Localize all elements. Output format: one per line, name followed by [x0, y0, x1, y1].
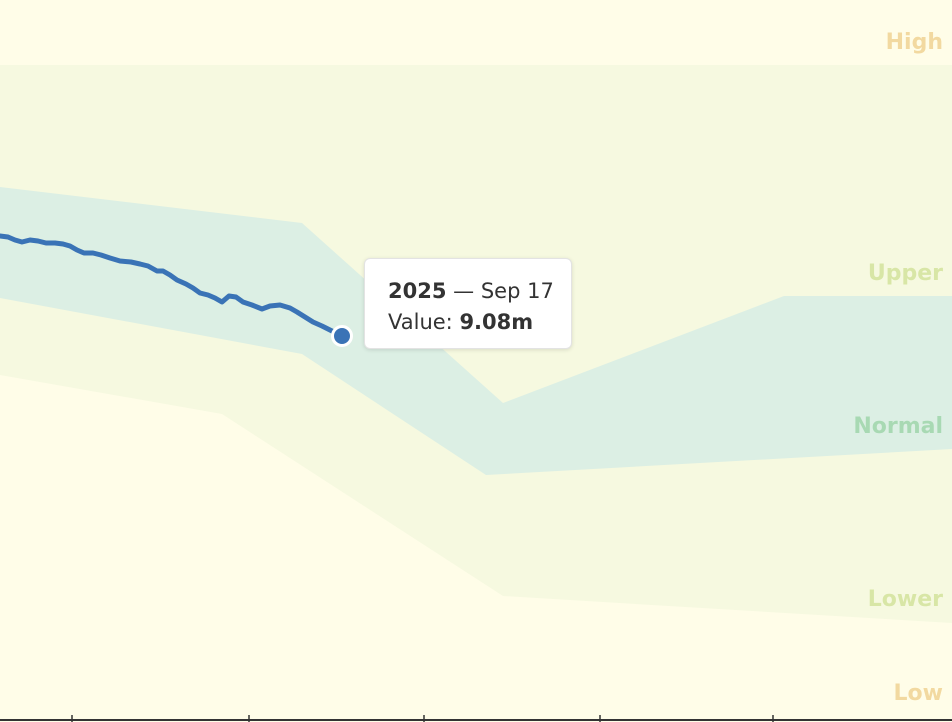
highlight-point[interactable]: [331, 325, 353, 347]
band-label-high: High: [886, 30, 943, 55]
tooltip-separator: —: [453, 279, 481, 303]
tooltip-year: 2025: [388, 279, 447, 303]
band-label-upper: Upper: [868, 261, 943, 286]
tooltip-date-row: 2025 — Sep 17: [388, 276, 571, 307]
band-label-low: Low: [894, 681, 943, 706]
band-label-lower: Lower: [868, 587, 943, 612]
tooltip-value: 9.08m: [459, 310, 534, 334]
tooltip-date: Sep 17: [480, 279, 554, 303]
band-label-normal: Normal: [853, 414, 943, 439]
tooltip-value-row: Value: 9.08m: [388, 307, 571, 338]
tooltip-value-label: Value:: [388, 310, 453, 334]
tooltip: 2025 — Sep 17 Value: 9.08m: [364, 258, 572, 349]
series-line: [0, 233, 345, 339]
normal-band: [0, 187, 952, 475]
